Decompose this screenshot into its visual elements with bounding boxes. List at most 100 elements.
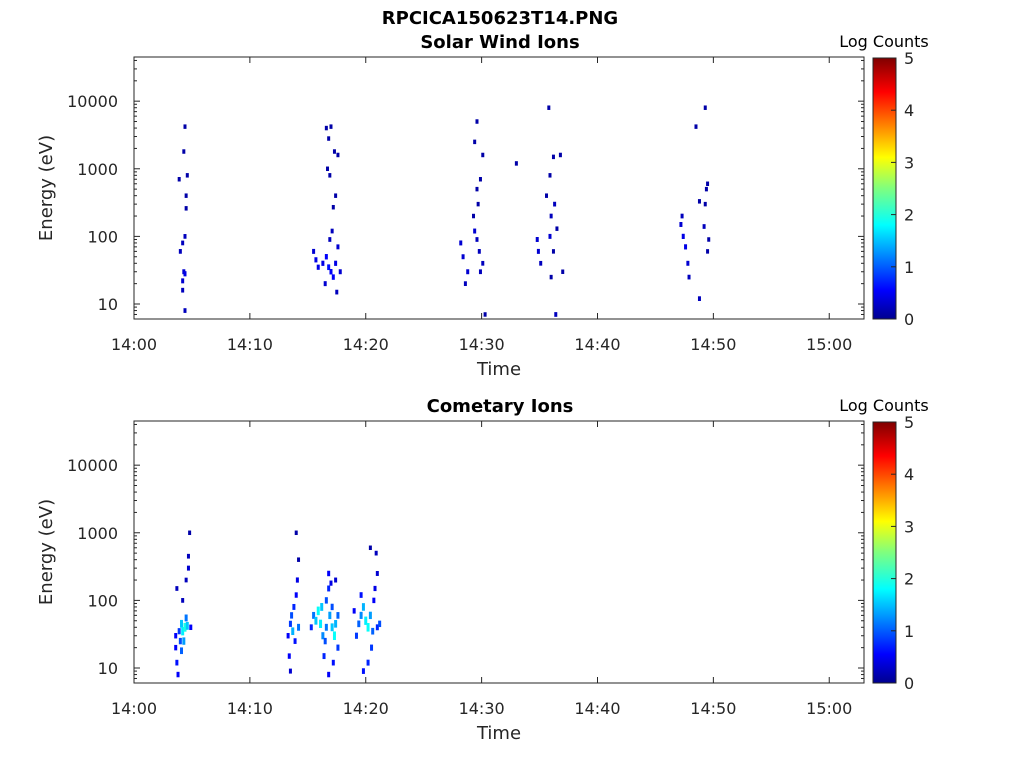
heatmap-cell <box>336 644 340 651</box>
heatmap-cell <box>327 570 331 577</box>
heatmap-cell <box>330 603 334 611</box>
heatmap-cell <box>329 580 333 586</box>
heatmap-cell <box>371 627 375 635</box>
x-tick-label: 14:30 <box>459 335 505 354</box>
heatmap-cell <box>324 597 328 604</box>
colorbar-tick-label: 2 <box>904 206 914 225</box>
heatmap-cell <box>334 193 338 198</box>
heatmap-cell <box>328 237 332 242</box>
x-tick-label: 14:00 <box>111 335 157 354</box>
heatmap-cell <box>545 193 549 198</box>
panel-2-title: Cometary Ions <box>427 396 574 417</box>
heatmap-cell <box>707 237 711 242</box>
heatmap-cell <box>514 161 518 166</box>
heatmap-cell <box>459 240 463 246</box>
panel-1-colorbar-ticks: 0 1 2 3 4 5 <box>891 49 914 329</box>
heatmap-cell <box>375 571 379 576</box>
heatmap-cell <box>352 608 356 614</box>
x-tick-label: 14:10 <box>227 335 273 354</box>
x-tick-label: 14:20 <box>343 335 389 354</box>
heatmap-cell <box>687 274 691 280</box>
heatmap-cell <box>548 173 552 178</box>
heatmap-cell <box>181 287 185 293</box>
heatmap-cell <box>184 614 188 622</box>
heatmap-cell <box>312 611 316 619</box>
panel-solar-wind: Solar Wind Ions 14:00 14:10 14:20 14:30 14:4… <box>36 32 929 380</box>
heatmap-cell <box>368 545 372 551</box>
heatmap-cell <box>186 553 190 559</box>
heatmap-cell <box>321 632 325 640</box>
heatmap-cell <box>288 620 292 627</box>
heatmap-cell <box>684 244 688 250</box>
heatmap-cell <box>316 264 320 270</box>
heatmap-cell <box>314 616 318 625</box>
heatmap-cell <box>189 624 193 631</box>
heatmap-cell <box>366 623 370 632</box>
heatmap-cell <box>679 222 683 227</box>
heatmap-cell <box>478 177 482 182</box>
heatmap-cell <box>702 224 706 229</box>
heatmap-cell <box>327 671 331 678</box>
panel-2-colorbar-ticks: 0 1 2 3 4 5 <box>891 413 914 693</box>
heatmap-cell <box>312 248 316 254</box>
heatmap-cell <box>332 631 336 641</box>
heatmap-cell <box>176 671 180 678</box>
heatmap-cell <box>181 278 185 284</box>
panel-1-data-cells <box>177 105 711 317</box>
panel-cometary: Cometary Ions 14:00 14:10 14:20 14:30 14:40 1… <box>36 396 929 744</box>
heatmap-cell <box>183 271 187 277</box>
heatmap-cell <box>706 181 710 187</box>
heatmap-cell <box>180 619 184 628</box>
heatmap-cell <box>336 244 340 250</box>
panel-2-x-axis-label: Time <box>476 723 521 744</box>
x-tick-label: 14:00 <box>111 699 157 718</box>
heatmap-cell <box>287 653 291 659</box>
heatmap-cell <box>182 637 186 645</box>
heatmap-cell <box>331 204 335 210</box>
heatmap-cell <box>555 226 559 231</box>
heatmap-cell <box>681 233 685 239</box>
heatmap-cell <box>292 603 296 610</box>
heatmap-cell <box>473 139 477 145</box>
heatmap-cell <box>178 637 182 645</box>
heatmap-cell <box>183 234 187 239</box>
y-tick-label: 1000 <box>77 160 118 179</box>
x-tick-label: 14:40 <box>574 335 620 354</box>
heatmap-cell <box>374 550 378 556</box>
panel-2-y-axis-label: Energy (eV) <box>36 499 57 605</box>
heatmap-cell <box>321 260 325 266</box>
panel-1-title: Solar Wind Ions <box>420 32 579 53</box>
y-tick-label: 100 <box>87 227 118 246</box>
heatmap-cell <box>473 228 477 234</box>
y-tick-label: 10000 <box>67 456 118 475</box>
heatmap-cell <box>329 269 333 275</box>
panel-1-x-axis-label: Time <box>476 359 521 380</box>
heatmap-cell <box>324 125 328 131</box>
panel-1-colorbar: Log Counts 0 1 2 3 4 5 <box>839 32 929 329</box>
heatmap-cell <box>472 213 476 219</box>
heatmap-cell <box>697 199 701 204</box>
heatmap-cell <box>288 668 292 674</box>
heatmap-cell <box>336 612 340 619</box>
heatmap-cell <box>286 633 290 639</box>
heatmap-cell <box>366 659 370 666</box>
heatmap-cell <box>184 577 188 583</box>
heatmap-cell <box>359 611 363 619</box>
heatmap-cell <box>539 260 543 266</box>
heatmap-cell <box>319 619 323 628</box>
heatmap-cell <box>175 586 179 591</box>
heatmap-cell <box>354 632 358 639</box>
heatmap-cell <box>536 248 540 254</box>
x-tick-label: 14:50 <box>690 699 736 718</box>
heatmap-cell <box>553 201 557 207</box>
heatmap-cell <box>327 264 331 271</box>
heatmap-cell <box>323 637 327 645</box>
heatmap-cell <box>324 623 328 631</box>
heatmap-cell <box>483 312 487 317</box>
heatmap-cell <box>297 623 301 631</box>
heatmap-cell <box>335 289 339 295</box>
heatmap-cell <box>357 620 361 628</box>
heatmap-cell <box>476 201 480 207</box>
heatmap-cell <box>466 269 470 275</box>
heatmap-cell <box>547 105 551 110</box>
